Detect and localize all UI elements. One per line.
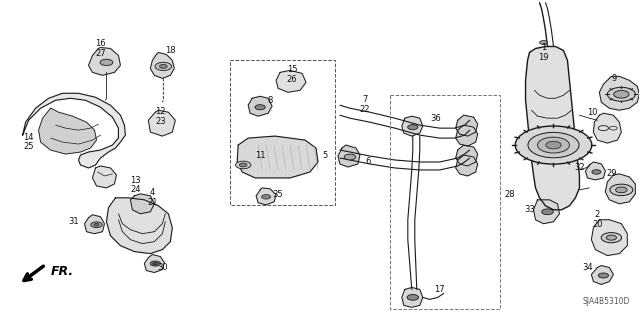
Polygon shape — [534, 200, 559, 224]
Circle shape — [515, 126, 592, 164]
Circle shape — [159, 64, 167, 68]
Text: 32: 32 — [574, 163, 585, 173]
Text: 7
22: 7 22 — [360, 95, 370, 114]
Circle shape — [408, 125, 418, 130]
Circle shape — [100, 59, 113, 66]
Text: 1
19: 1 19 — [538, 43, 548, 62]
Polygon shape — [600, 76, 639, 110]
Circle shape — [601, 233, 621, 243]
Text: 29: 29 — [606, 169, 616, 178]
Circle shape — [607, 87, 636, 101]
Text: 18: 18 — [165, 46, 175, 55]
Text: SJA4B5310D: SJA4B5310D — [582, 297, 630, 306]
Polygon shape — [88, 48, 120, 75]
Text: 28: 28 — [504, 190, 515, 199]
Circle shape — [91, 222, 102, 227]
Text: 4
21: 4 21 — [147, 189, 157, 207]
Text: 16
27: 16 27 — [95, 39, 106, 58]
Text: 10: 10 — [587, 108, 598, 117]
Polygon shape — [402, 287, 423, 307]
Polygon shape — [591, 220, 627, 256]
Polygon shape — [586, 162, 605, 180]
Text: 2
20: 2 20 — [592, 211, 603, 229]
Text: FR.: FR. — [51, 265, 74, 278]
Polygon shape — [276, 70, 306, 92]
Text: 14
25: 14 25 — [24, 133, 34, 152]
Circle shape — [239, 163, 247, 167]
Circle shape — [538, 137, 570, 153]
Polygon shape — [456, 125, 477, 146]
Circle shape — [598, 273, 609, 278]
Text: 35: 35 — [273, 190, 284, 199]
Text: 11: 11 — [255, 151, 266, 160]
Circle shape — [528, 132, 579, 158]
Text: 34: 34 — [582, 263, 593, 272]
Circle shape — [262, 195, 271, 199]
Circle shape — [614, 91, 629, 98]
Text: 5: 5 — [323, 151, 328, 160]
Polygon shape — [456, 145, 477, 166]
Polygon shape — [605, 174, 636, 204]
Text: 8: 8 — [268, 96, 273, 105]
Polygon shape — [84, 215, 104, 234]
Polygon shape — [402, 116, 423, 136]
Polygon shape — [237, 136, 318, 178]
Text: 31: 31 — [68, 217, 79, 226]
Text: 33: 33 — [524, 205, 535, 214]
Polygon shape — [22, 93, 125, 168]
Circle shape — [616, 187, 627, 193]
Circle shape — [610, 184, 633, 196]
Polygon shape — [256, 188, 276, 205]
Polygon shape — [131, 194, 154, 214]
Text: 15
26: 15 26 — [287, 65, 298, 84]
Polygon shape — [248, 96, 272, 116]
Text: 9: 9 — [612, 74, 617, 83]
Circle shape — [541, 209, 553, 215]
Polygon shape — [145, 255, 164, 272]
Circle shape — [150, 261, 161, 266]
Circle shape — [153, 262, 158, 265]
Text: 6: 6 — [365, 158, 371, 167]
Circle shape — [540, 41, 547, 44]
Circle shape — [94, 223, 99, 226]
Circle shape — [255, 105, 265, 110]
Text: 13
24: 13 24 — [130, 175, 141, 194]
Polygon shape — [525, 47, 579, 210]
Polygon shape — [106, 198, 172, 254]
Polygon shape — [338, 145, 360, 167]
Polygon shape — [591, 265, 613, 285]
Polygon shape — [150, 52, 174, 78]
Polygon shape — [93, 166, 116, 188]
Circle shape — [344, 154, 356, 160]
Polygon shape — [593, 113, 621, 143]
Polygon shape — [456, 155, 477, 176]
Circle shape — [592, 170, 601, 174]
Polygon shape — [456, 115, 477, 136]
Text: 36: 36 — [430, 114, 441, 123]
Circle shape — [155, 62, 172, 70]
Circle shape — [606, 235, 616, 240]
Circle shape — [407, 294, 419, 300]
Text: 17: 17 — [435, 285, 445, 294]
Polygon shape — [38, 108, 97, 154]
Text: 30: 30 — [157, 263, 168, 272]
Circle shape — [236, 161, 251, 169]
Circle shape — [546, 141, 561, 149]
Text: 12
23: 12 23 — [155, 107, 166, 126]
Polygon shape — [148, 110, 175, 136]
